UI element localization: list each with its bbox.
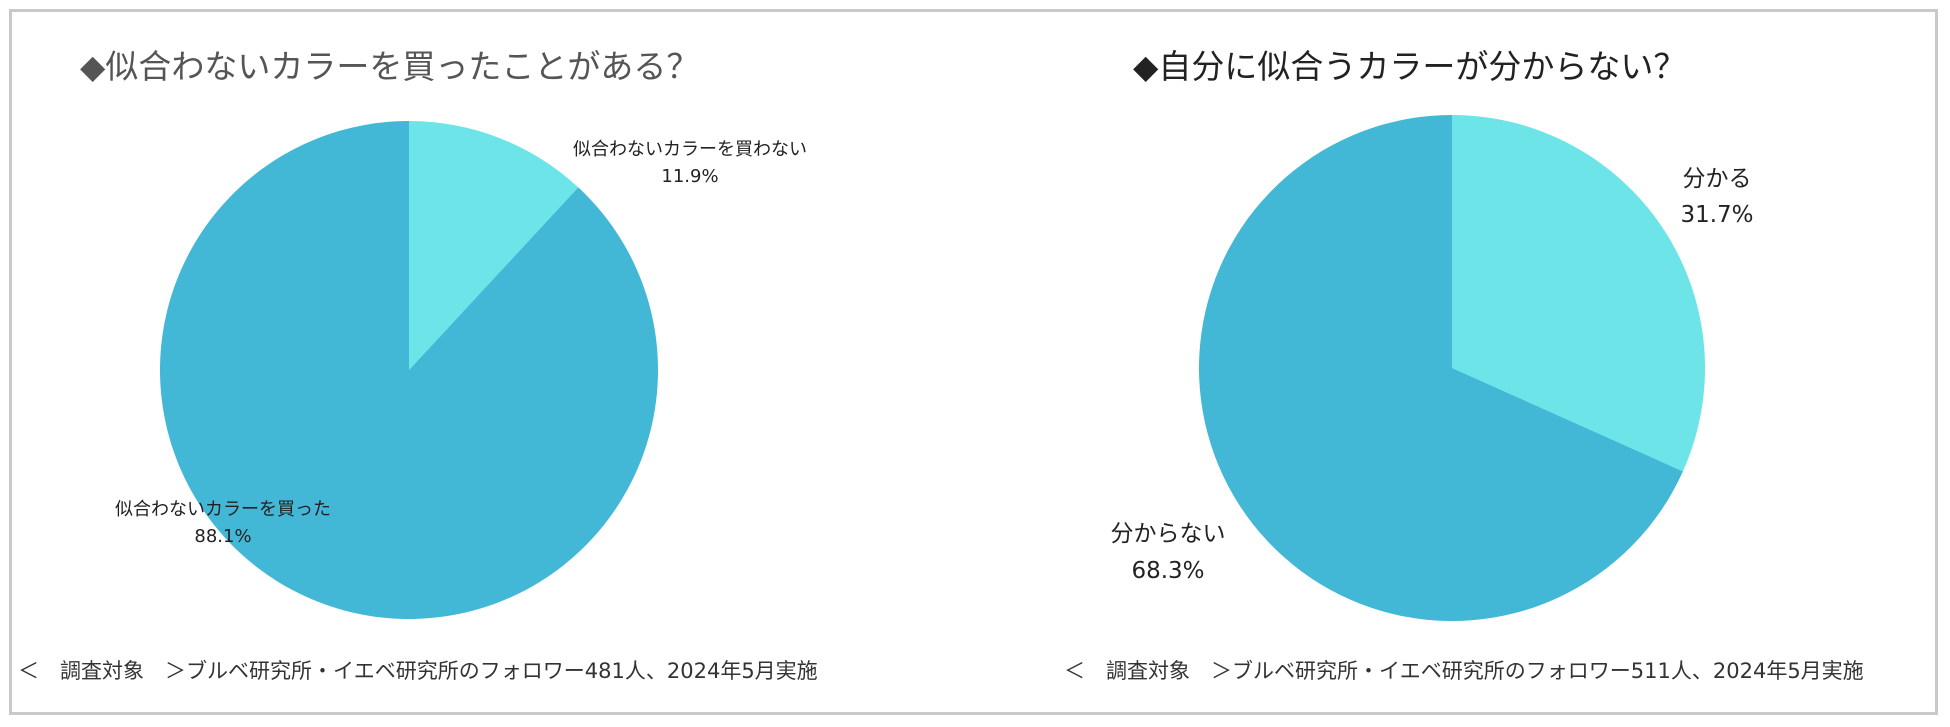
chart-title-left: ◆似合わないカラーを買ったことがある？ [80,47,699,86]
pie-left-slice-1 [160,121,659,619]
slice-label-value: 31.7% [1680,202,1753,228]
survey-footnote-left: ＜ 調査対象 ＞ブルベ研究所・イエベ研究所のフォロワー481人、2024年5月実… [18,659,818,683]
slice-label-value: 88.1% [194,526,251,547]
slice-label-name: 似合わないカラーを買わない [573,139,807,160]
pie-chart-right: ◆自分に似合うカラーが分からない？ 分かる 31.7% 分からない 68.3% [1111,47,1754,621]
slice-label-left-0: 似合わないカラーを買わない 11.9% [573,139,807,187]
survey-footnote-right: ＜ 調査対象 ＞ブルベ研究所・イエベ研究所のフォロワー511人、2024年5月実… [1064,659,1864,683]
slice-label-name: 似合わないカラーを買った [115,499,331,520]
slice-label-name: 分からない [1111,521,1226,547]
slice-label-name: 分かる [1683,166,1752,192]
slice-label-right-1: 分からない 68.3% [1111,521,1226,584]
pie-chart-left: ◆似合わないカラーを買ったことがある？ 似合わないカラーを買わない 11.9% … [80,47,807,619]
slice-label-right-0: 分かる 31.7% [1680,166,1753,228]
slice-label-value: 68.3% [1131,558,1204,584]
slice-label-left-1: 似合わないカラーを買った 88.1% [115,499,331,547]
chart-title-right: ◆自分に似合うカラーが分からない？ [1133,47,1686,86]
slice-label-value: 11.9% [661,166,718,187]
pie-right-slice-1 [1199,115,1683,621]
pie-slices-left [160,121,659,619]
pie-right-slice-0 [1452,115,1705,472]
pie-left-slice-0 [409,121,579,370]
pie-slices-right [1199,115,1705,621]
